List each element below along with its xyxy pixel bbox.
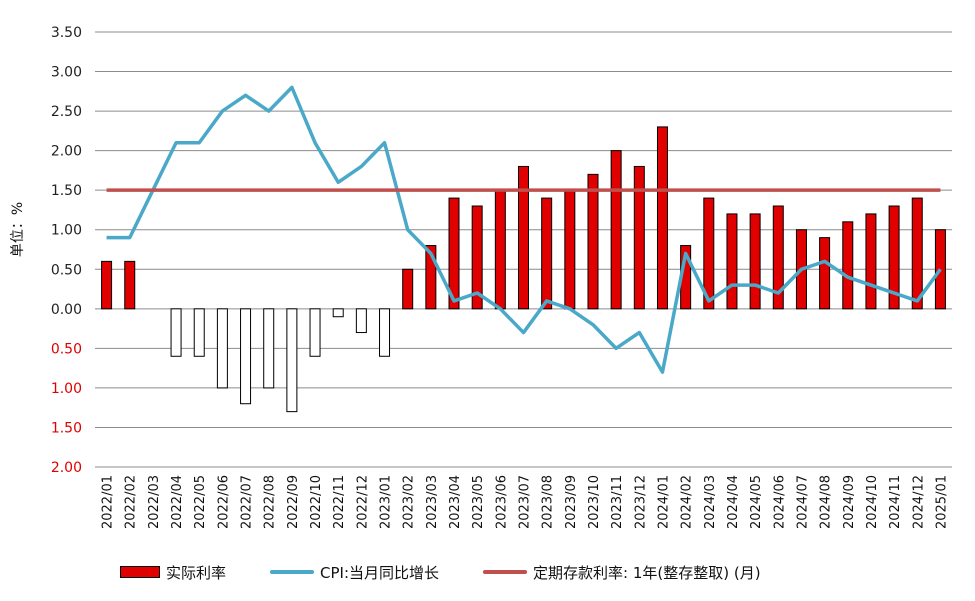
legend-item-real-rate: 实际利率 bbox=[120, 562, 226, 583]
legend-swatch-cpi bbox=[270, 570, 315, 574]
bar bbox=[193, 308, 205, 357]
x-tick-label: 2022/07 bbox=[240, 475, 255, 529]
cpi-line bbox=[106, 85, 942, 374]
x-tick-label: 2024/09 bbox=[842, 475, 857, 529]
bar bbox=[633, 165, 645, 310]
x-tick-label: 2022/06 bbox=[216, 475, 231, 529]
x-tick-label: 2023/05 bbox=[471, 475, 486, 529]
x-tick-label: 2024/08 bbox=[819, 475, 834, 529]
bar bbox=[842, 221, 854, 310]
x-tick-label: 2023/09 bbox=[564, 475, 579, 529]
bar bbox=[309, 308, 321, 357]
bar bbox=[772, 205, 784, 310]
x-tick-label: 2022/10 bbox=[309, 475, 324, 529]
bar bbox=[494, 189, 506, 310]
y-tick-label: 2.00 bbox=[51, 144, 82, 160]
legend: 实际利率 CPI:当月同比增长 定期存款利率: 1年(整存整取) (月) bbox=[120, 560, 805, 584]
bar bbox=[888, 205, 900, 310]
y-tick-label: 1.00 bbox=[51, 223, 82, 239]
x-tick-label: 2024/05 bbox=[749, 475, 764, 529]
x-tick-label: 2023/10 bbox=[587, 475, 602, 529]
y-tick-label: 2.50 bbox=[51, 104, 82, 120]
y-tick-label: 0.50 bbox=[51, 341, 82, 357]
legend-label-real-rate: 实际利率 bbox=[166, 563, 227, 582]
legend-item-cpi: CPI:当月同比增长 bbox=[270, 562, 439, 583]
y-tick-label: 1.50 bbox=[51, 183, 82, 199]
bar bbox=[124, 260, 136, 310]
x-tick-label: 2023/01 bbox=[379, 475, 394, 529]
bar bbox=[448, 197, 460, 310]
bar bbox=[564, 189, 576, 310]
x-tick-label: 2024/11 bbox=[888, 475, 903, 529]
legend-swatch-deposit-rate bbox=[483, 570, 528, 574]
y-tick-label: 1.50 bbox=[51, 420, 82, 436]
bar bbox=[263, 308, 275, 389]
x-tick-label: 2024/01 bbox=[656, 475, 671, 529]
bar bbox=[865, 213, 877, 310]
bar bbox=[471, 205, 483, 310]
legend-label-cpi: CPI:当月同比增长 bbox=[320, 563, 440, 582]
bar bbox=[587, 173, 599, 310]
bar bbox=[402, 268, 414, 310]
bar bbox=[541, 197, 553, 310]
y-axis-label: 单位：% bbox=[10, 202, 26, 257]
bar bbox=[703, 197, 715, 310]
x-tick-label: 2024/03 bbox=[703, 475, 718, 529]
bar bbox=[240, 308, 252, 405]
bar bbox=[379, 308, 391, 357]
bar bbox=[610, 150, 622, 310]
y-tick-label: 3.00 bbox=[51, 65, 82, 81]
x-tick-label: 2024/06 bbox=[772, 475, 787, 529]
legend-label-deposit-rate: 定期存款利率: 1年(整存整取) (月) bbox=[533, 563, 761, 582]
x-tick-label: 2022/09 bbox=[286, 475, 301, 529]
x-tick-label: 2022/04 bbox=[170, 475, 185, 529]
x-tick-label: 2023/04 bbox=[448, 475, 463, 529]
x-tick-label: 2023/03 bbox=[425, 475, 440, 529]
x-tick-label: 2022/11 bbox=[332, 475, 347, 529]
bar bbox=[355, 308, 367, 334]
x-tick-label: 2023/02 bbox=[402, 475, 417, 529]
bar bbox=[101, 260, 113, 310]
x-tick-label: 2024/12 bbox=[911, 475, 926, 529]
bar bbox=[216, 308, 228, 389]
x-tick-label: 2022/08 bbox=[263, 475, 278, 529]
legend-item-deposit-rate: 定期存款利率: 1年(整存整取) (月) bbox=[483, 562, 761, 583]
bar bbox=[726, 213, 738, 310]
y-tick-label: 0.00 bbox=[51, 302, 82, 318]
y-tick-label: 3.50 bbox=[51, 25, 82, 41]
x-tick-label: 2025/01 bbox=[934, 475, 949, 529]
bar bbox=[819, 237, 831, 310]
bar bbox=[749, 213, 761, 310]
x-tick-label: 2024/07 bbox=[795, 475, 810, 529]
bar bbox=[425, 245, 437, 310]
bar bbox=[332, 308, 344, 318]
x-tick-label: 2023/11 bbox=[610, 475, 625, 529]
x-tick-label: 2022/01 bbox=[101, 475, 116, 529]
x-tick-label: 2022/12 bbox=[355, 475, 370, 529]
x-tick-label: 2022/05 bbox=[193, 475, 208, 529]
bar bbox=[170, 308, 182, 357]
y-tick-label: 2.00 bbox=[51, 460, 82, 476]
bar bbox=[286, 308, 298, 413]
bar bbox=[911, 197, 923, 310]
x-tick-label: 2024/04 bbox=[726, 475, 741, 529]
x-tick-label: 2022/03 bbox=[147, 475, 162, 529]
y-tick-label: 1.00 bbox=[51, 381, 82, 397]
x-tick-label: 2024/10 bbox=[865, 475, 880, 529]
bar bbox=[656, 126, 668, 310]
x-tick-label: 2023/06 bbox=[494, 475, 509, 529]
x-tick-label: 2022/02 bbox=[124, 475, 139, 529]
legend-swatch-real-rate bbox=[120, 566, 160, 578]
bar bbox=[518, 165, 529, 310]
x-tick-label: 2023/08 bbox=[541, 475, 556, 529]
x-tick-label: 2024/02 bbox=[680, 475, 695, 529]
x-tick-label: 2023/07 bbox=[518, 475, 533, 529]
x-tick-label: 2023/12 bbox=[633, 475, 648, 529]
y-tick-label: 0.50 bbox=[51, 262, 82, 278]
